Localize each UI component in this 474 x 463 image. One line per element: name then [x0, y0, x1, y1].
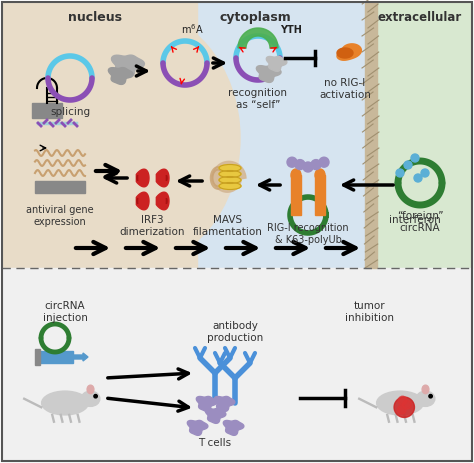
- Ellipse shape: [81, 391, 100, 407]
- Ellipse shape: [219, 164, 241, 171]
- Ellipse shape: [416, 391, 435, 407]
- Bar: [2, 3, 197, 268]
- Circle shape: [287, 157, 297, 167]
- Ellipse shape: [377, 391, 423, 415]
- Text: circRNA
injection: circRNA injection: [43, 301, 87, 323]
- Text: nucleus: nucleus: [68, 11, 122, 24]
- Polygon shape: [205, 408, 226, 423]
- Polygon shape: [137, 169, 149, 187]
- Text: MAVS
filamentation: MAVS filamentation: [193, 215, 263, 237]
- Circle shape: [396, 169, 404, 177]
- Text: m$^6$A: m$^6$A: [181, 22, 203, 36]
- Bar: [370, 3, 472, 268]
- Polygon shape: [109, 68, 133, 84]
- Bar: [291, 175, 301, 215]
- Polygon shape: [223, 420, 244, 435]
- Text: interferon: interferon: [389, 215, 441, 225]
- Text: recognition
as “self”: recognition as “self”: [228, 88, 288, 110]
- Polygon shape: [337, 48, 353, 58]
- Ellipse shape: [219, 170, 241, 177]
- Text: antiviral gene
expression: antiviral gene expression: [26, 205, 94, 226]
- Circle shape: [414, 174, 422, 182]
- Bar: [2, 3, 382, 268]
- Polygon shape: [166, 175, 167, 181]
- Ellipse shape: [219, 182, 241, 189]
- Ellipse shape: [87, 385, 94, 394]
- Circle shape: [411, 154, 419, 162]
- Text: no RIG-I
activation: no RIG-I activation: [319, 78, 371, 100]
- Circle shape: [94, 394, 97, 398]
- Circle shape: [311, 160, 321, 169]
- Text: “foreign”
circRNA: “foreign” circRNA: [397, 211, 443, 232]
- Circle shape: [429, 394, 432, 398]
- Circle shape: [421, 169, 429, 177]
- Text: splicing: splicing: [50, 107, 90, 117]
- Text: extracellular: extracellular: [378, 11, 462, 24]
- Ellipse shape: [315, 169, 325, 181]
- Text: T cells: T cells: [199, 438, 232, 448]
- Ellipse shape: [42, 391, 88, 415]
- Ellipse shape: [20, 8, 240, 268]
- Circle shape: [303, 162, 313, 172]
- Text: antibody
production: antibody production: [207, 321, 263, 343]
- Polygon shape: [156, 169, 169, 187]
- Text: IRF3
dimerization: IRF3 dimerization: [119, 215, 185, 237]
- Polygon shape: [166, 198, 167, 204]
- Circle shape: [319, 157, 329, 167]
- Bar: [365, 3, 377, 268]
- FancyArrow shape: [73, 353, 88, 361]
- Circle shape: [402, 400, 411, 409]
- Circle shape: [394, 397, 414, 418]
- Text: RIG-I recognition
& K63-polyUb: RIG-I recognition & K63-polyUb: [267, 223, 349, 244]
- Ellipse shape: [291, 169, 301, 181]
- Polygon shape: [337, 44, 361, 60]
- Polygon shape: [137, 192, 149, 210]
- Text: YTH: YTH: [280, 25, 302, 35]
- Bar: [35, 349, 40, 365]
- Bar: [35, 181, 85, 193]
- Polygon shape: [187, 420, 208, 435]
- Polygon shape: [196, 396, 217, 411]
- Text: cytoplasm: cytoplasm: [219, 11, 291, 24]
- Polygon shape: [156, 192, 169, 210]
- Circle shape: [398, 396, 407, 405]
- Ellipse shape: [219, 176, 241, 183]
- Circle shape: [398, 406, 406, 414]
- Polygon shape: [213, 161, 246, 192]
- Bar: [38, 351, 73, 363]
- Ellipse shape: [422, 385, 429, 394]
- Polygon shape: [266, 56, 287, 71]
- Polygon shape: [111, 55, 145, 78]
- Bar: [32, 103, 62, 118]
- Text: tumor
inhibition: tumor inhibition: [346, 301, 394, 323]
- Polygon shape: [256, 66, 281, 82]
- Circle shape: [295, 160, 305, 169]
- Bar: [2, 268, 472, 461]
- Bar: [2, 269, 472, 461]
- Polygon shape: [214, 396, 235, 411]
- Polygon shape: [238, 28, 278, 48]
- Bar: [315, 175, 325, 215]
- Circle shape: [404, 161, 412, 169]
